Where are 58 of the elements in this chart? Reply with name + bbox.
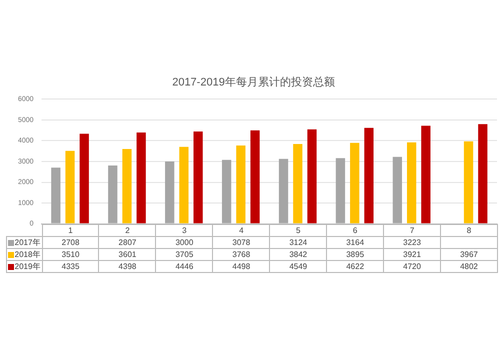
bar	[65, 150, 75, 224]
bar	[250, 130, 260, 224]
data-label: 4549	[270, 260, 327, 272]
chart-title: 2017-2019年每月累计的投资总额	[172, 76, 335, 89]
data-label: 3078	[212, 236, 270, 248]
x-tick-label: 5	[270, 224, 327, 236]
data-label: 3164	[326, 236, 384, 248]
data-label: 2708	[42, 236, 99, 248]
data-label: 3768	[212, 248, 270, 260]
bar	[464, 141, 474, 224]
x-tick-label: 6	[326, 224, 384, 236]
bar	[136, 132, 146, 224]
data-label: 4335	[42, 260, 99, 272]
data-label: 3895	[326, 248, 384, 260]
data-label: 4622	[326, 260, 384, 272]
bar	[108, 166, 118, 224]
data-label: 4498	[212, 260, 270, 272]
bar	[350, 142, 360, 224]
bar	[51, 168, 60, 224]
x-tick-label: 3	[156, 224, 213, 236]
bar	[278, 158, 288, 224]
bar	[194, 131, 203, 224]
data-label: 2807	[98, 236, 156, 248]
data-label: 3921	[384, 248, 441, 260]
data-label: 4720	[384, 260, 441, 272]
data-label: 4802	[440, 260, 498, 272]
bar	[406, 142, 416, 224]
x-tick-label: 8	[440, 224, 498, 236]
data-label: 4398	[98, 260, 156, 272]
x-tick-label: 1	[42, 224, 99, 236]
bar	[392, 156, 402, 224]
data-label: 3705	[156, 248, 213, 260]
data-label: 3601	[98, 248, 156, 260]
legend-label: 2017年	[6, 236, 42, 248]
data-label: 4446	[156, 260, 213, 272]
data-label: 3000	[156, 236, 213, 248]
bar	[421, 126, 430, 224]
bar	[236, 146, 246, 224]
bar	[222, 160, 232, 224]
x-tick-label: 7	[384, 224, 441, 236]
bar	[179, 146, 189, 224]
bar	[307, 129, 317, 224]
bar	[336, 158, 346, 224]
bar	[80, 134, 89, 224]
data-label: 3124	[270, 236, 327, 248]
data-label: 3510	[42, 248, 99, 260]
legend-label: 2018年	[6, 248, 42, 260]
bar	[122, 149, 132, 224]
bar	[165, 162, 174, 224]
bar	[364, 128, 374, 224]
data-label: 3223	[384, 236, 441, 248]
bar	[478, 124, 488, 224]
data-label: 3967	[440, 248, 498, 260]
legend-label: 2019年	[6, 260, 42, 272]
x-tick-label: 2	[98, 224, 156, 236]
x-tick-label: 4	[212, 224, 270, 236]
bar	[293, 144, 302, 224]
data-label: 3842	[270, 248, 327, 260]
